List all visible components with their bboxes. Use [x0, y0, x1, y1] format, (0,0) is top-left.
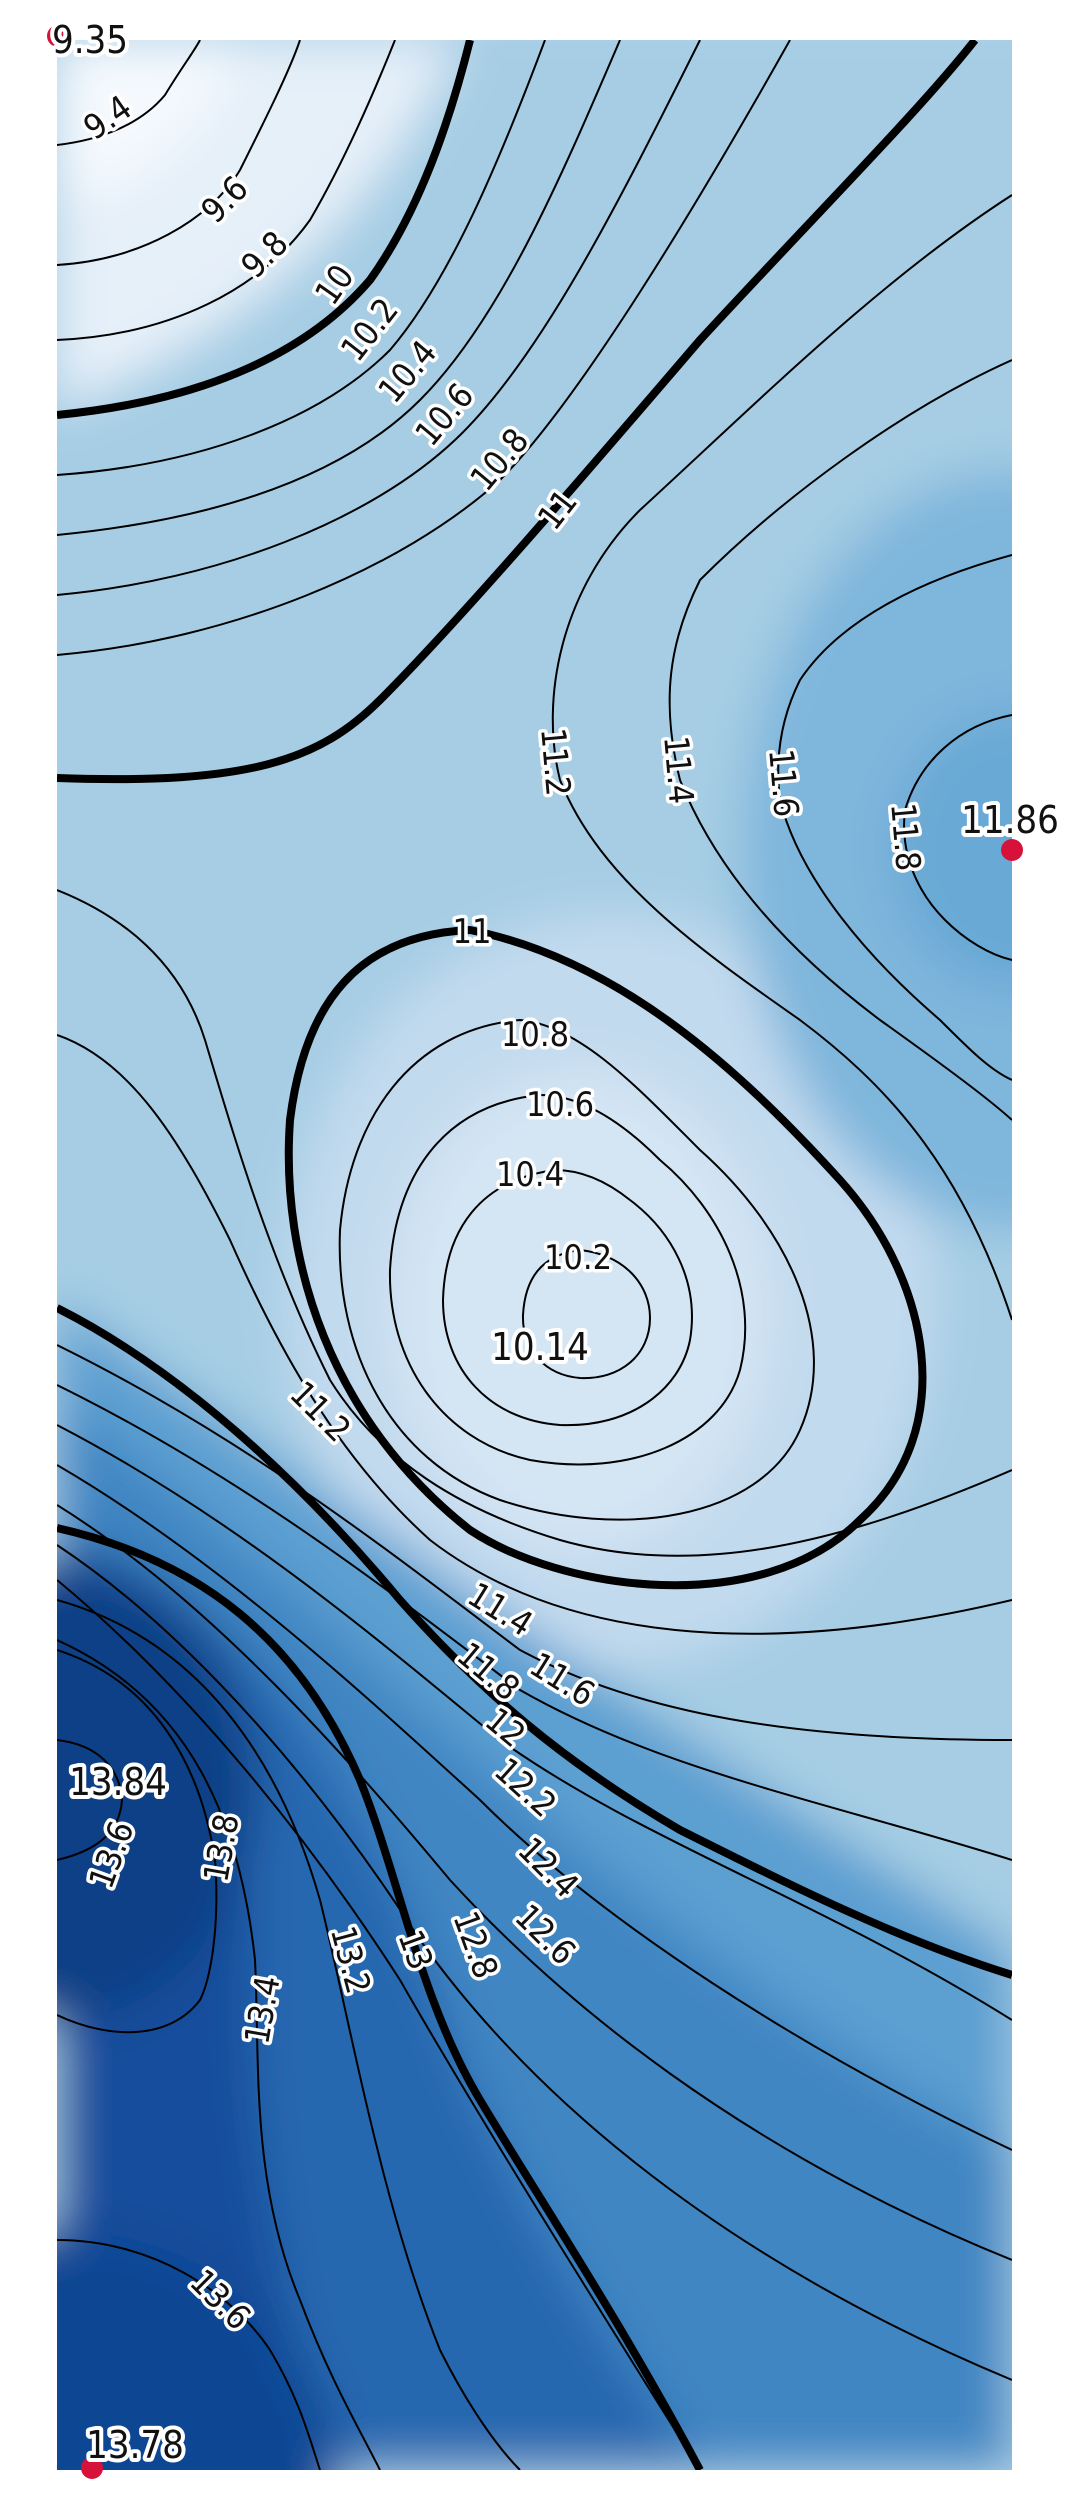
extremum-label: 10.14 — [491, 1325, 589, 1369]
extremum-marker — [81, 2457, 103, 2479]
contour-10-4-center — [441, 1168, 693, 1427]
extremum-marker — [47, 25, 69, 47]
contour-11-2-left — [57, 1034, 1012, 1635]
contour-12-8 — [57, 1579, 701, 2470]
contour-11-8 — [57, 1424, 1012, 2021]
extremum-label: 13.78 — [86, 2423, 184, 2467]
point-label-layer: 9.35 11.86 10.14 13.84 13.78 — [47, 14, 1063, 2479]
contour-10-4 — [57, 40, 621, 536]
contour-11-center — [284, 925, 927, 1590]
contour-10 — [57, 40, 474, 419]
contour-10-6 — [57, 40, 701, 596]
contour-11-4 — [57, 1344, 1012, 1741]
contour-label: 11.8 — [882, 801, 928, 872]
contour-10-8 — [57, 40, 791, 656]
field-right-high-11-8 — [892, 710, 1012, 990]
contour-11-8-right — [903, 714, 1012, 961]
contour-12-4 — [57, 1504, 1012, 2261]
contour-12-2 — [57, 1464, 1012, 2151]
field-right-high-11-6 — [742, 470, 1012, 1230]
contour-label: 11.2 — [532, 726, 578, 797]
contour-label: 11.4 — [655, 734, 701, 805]
contour-13-2 — [57, 1599, 521, 2470]
contour-label: 10.8 — [501, 1015, 569, 1055]
contour-label: 10.4 — [496, 1155, 564, 1195]
field-bottom-left-high — [57, 2230, 337, 2470]
contour-label: 11.6 — [760, 747, 806, 818]
contour-13-thick — [57, 1524, 704, 2470]
contour-lines — [57, 40, 1012, 2470]
field-center-low-10-6 — [390, 1070, 770, 1550]
contour-11-left — [57, 889, 1012, 1557]
contour-label: 10.2 — [544, 1238, 612, 1278]
contour-13-4 — [57, 1639, 381, 2470]
contour-9-8 — [57, 40, 396, 341]
contour-11-6 — [57, 1384, 1012, 1861]
contour-13-6-bottom — [57, 2239, 321, 2470]
contour-12-6 — [57, 1544, 1012, 2381]
extremum-label: 9.35 — [52, 18, 128, 62]
contour-10-6-center — [388, 1093, 747, 1466]
contour-11-4-right — [668, 359, 1012, 1121]
contour-label: 11 — [453, 912, 492, 952]
contour-10-2 — [57, 40, 546, 476]
contour-11-6-right — [777, 554, 1012, 1081]
contour-10-2-center — [521, 1248, 652, 1380]
contour-9-6 — [57, 40, 301, 266]
contour-10-8-center — [338, 1018, 815, 1521]
field-lower-left-high — [57, 1560, 257, 2020]
contour-label: 10.6 — [526, 1085, 594, 1125]
extremum-label: 11.86 — [961, 798, 1059, 842]
extremum-label: 13.84 — [69, 1760, 167, 1804]
contour-11-top — [57, 40, 979, 784]
contour-13-8-left — [57, 1739, 124, 1861]
extremum-marker — [1001, 839, 1023, 861]
contour-13-6-left — [57, 1649, 218, 2034]
contour-11-2-right — [551, 194, 1012, 1321]
field-band-low-9-4 — [57, 40, 240, 200]
contour-12-thick — [57, 1304, 1012, 1979]
contour-9-4 — [57, 40, 201, 146]
